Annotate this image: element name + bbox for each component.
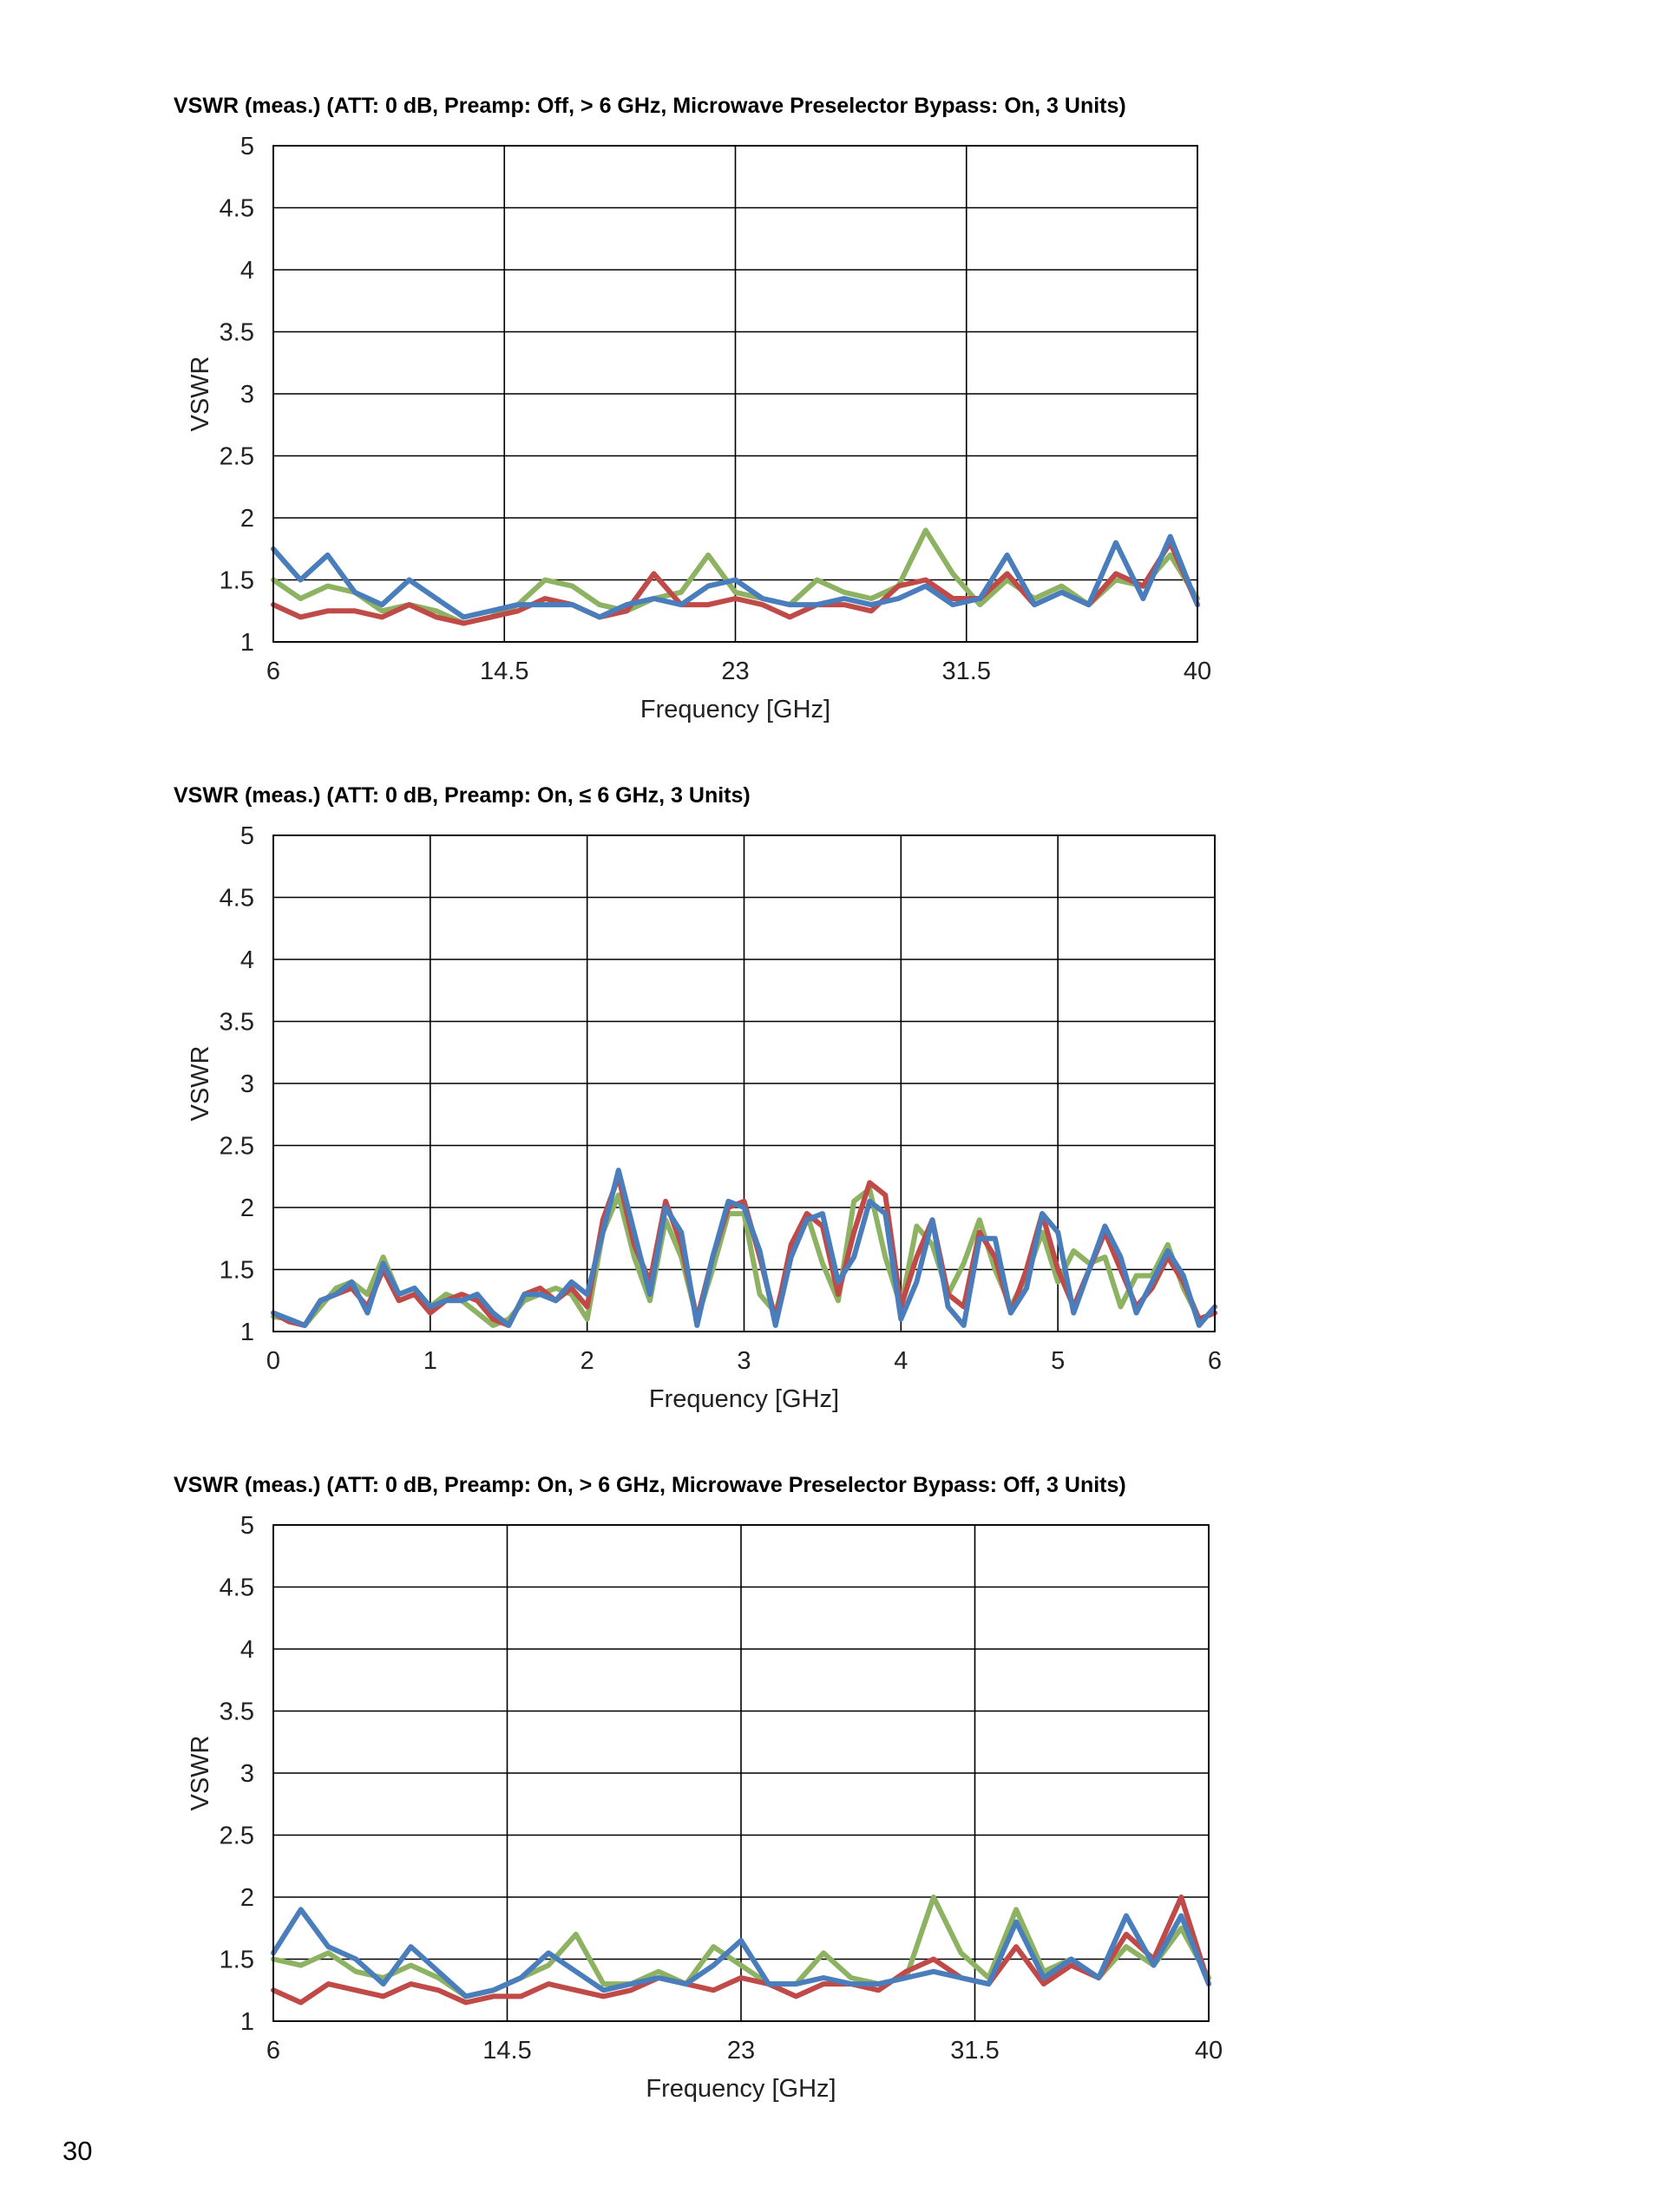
- x-tick-label: 6: [266, 2037, 280, 2065]
- y-tick-label: 1.5: [220, 1947, 254, 1974]
- y-axis-label: VSWR: [187, 1046, 214, 1122]
- series-line-1: [271, 1895, 1211, 1999]
- x-tick-label: 23: [721, 658, 749, 685]
- x-tick-label: 1: [423, 1347, 437, 1375]
- y-tick-label: 3.5: [220, 319, 254, 347]
- y-tick-label: 2: [240, 1194, 254, 1222]
- x-axis-label: Frequency [GHz]: [646, 2075, 836, 2103]
- x-tick-label: 14.5: [480, 658, 528, 685]
- x-tick-label: 6: [1208, 1347, 1222, 1375]
- series-line-2: [271, 1895, 1211, 2006]
- y-tick-label: 2.5: [220, 1823, 254, 1850]
- y-tick-label: 2.5: [220, 443, 254, 471]
- x-tick-label: 5: [1051, 1347, 1065, 1375]
- y-tick-label: 4: [240, 257, 254, 285]
- y-tick-label: 1.5: [220, 567, 254, 595]
- chart-title: VSWR (meas.) (ATT: 0 dB, Preamp: On, > 6…: [174, 1473, 1126, 1497]
- y-tick-label: 3.5: [220, 1009, 254, 1037]
- y-tick-label: 2: [240, 1884, 254, 1912]
- plot-frame: [272, 145, 1198, 643]
- y-tick-label: 1: [240, 629, 254, 657]
- y-tick-label: 3: [240, 1760, 254, 1788]
- series-line-2: [271, 1174, 1217, 1328]
- x-tick-label: 4: [894, 1347, 908, 1375]
- chart-svg: 1 1.5 2 2.5 3 3.5 4 4.5 5 6 14.5 23 31.5 40 Frequency …: [187, 133, 1211, 723]
- y-tick-label: 3.5: [220, 1698, 254, 1726]
- page-number: 30: [62, 2136, 93, 2166]
- y-tick-label: 5: [240, 1512, 254, 1540]
- series-line-1: [271, 527, 1200, 626]
- y-tick-label: 1.5: [220, 1257, 254, 1285]
- x-tick-label: 40: [1184, 658, 1211, 685]
- x-tick-label: 40: [1195, 2037, 1223, 2065]
- y-tick-label: 3: [240, 381, 254, 409]
- y-tick-label: 5: [240, 133, 254, 160]
- x-tick-label: 31.5: [950, 2037, 999, 2065]
- x-tick-label: 3: [737, 1347, 751, 1375]
- y-tick-label: 1: [240, 1319, 254, 1346]
- chart-title: VSWR (meas.) (ATT: 0 dB, Preamp: On, ≤ 6…: [174, 783, 751, 808]
- y-tick-label: 1: [240, 2008, 254, 2036]
- y-tick-label: 2: [240, 505, 254, 533]
- x-tick-label: 14.5: [482, 2037, 531, 2065]
- y-tick-label: 3: [240, 1070, 254, 1098]
- x-tick-label: 23: [727, 2037, 755, 2065]
- plot-frame: [272, 1524, 1210, 2022]
- y-tick-label: 2.5: [220, 1133, 254, 1161]
- chart-vswr-preamp-on-above-6ghz-bypass-off: VSWR (meas.) (ATT: 0 dB, Preamp: On, > 6…: [0, 1457, 1666, 2151]
- y-tick-label: 5: [240, 822, 254, 850]
- x-axis-label: Frequency [GHz]: [649, 1385, 839, 1413]
- y-axis-label: VSWR: [187, 1736, 214, 1811]
- chart-vswr-preamp-on-below-6ghz: VSWR (meas.) (ATT: 0 dB, Preamp: On, ≤ 6…: [0, 768, 1666, 1462]
- y-axis-label: VSWR: [187, 357, 214, 432]
- series-line-3: [271, 1907, 1211, 1999]
- chart-title: VSWR (meas.) (ATT: 0 dB, Preamp: Off, > …: [174, 94, 1126, 118]
- x-tick-label: 6: [266, 658, 280, 685]
- y-tick-label: 4.5: [220, 195, 254, 223]
- x-tick-label: 0: [266, 1347, 280, 1375]
- series-line-3: [271, 1168, 1217, 1328]
- plot-frame: [272, 834, 1216, 1332]
- y-tick-label: 4.5: [220, 885, 254, 913]
- y-tick-label: 4.5: [220, 1574, 254, 1602]
- chart-vswr-preamp-off-above-6ghz: VSWR (meas.) (ATT: 0 dB, Preamp: Off, > …: [0, 78, 1666, 772]
- x-axis-label: Frequency [GHz]: [640, 696, 830, 723]
- y-tick-label: 4: [240, 1636, 254, 1664]
- y-tick-label: 4: [240, 946, 254, 974]
- chart-svg: 1 1.5 2 2.5 3 3.5 4 4.5 5 6 14.5 23 31.5 40 Frequency …: [187, 1512, 1223, 2103]
- x-tick-label: 31.5: [942, 658, 991, 685]
- series-line-3: [271, 533, 1200, 620]
- x-tick-label: 2: [580, 1347, 594, 1375]
